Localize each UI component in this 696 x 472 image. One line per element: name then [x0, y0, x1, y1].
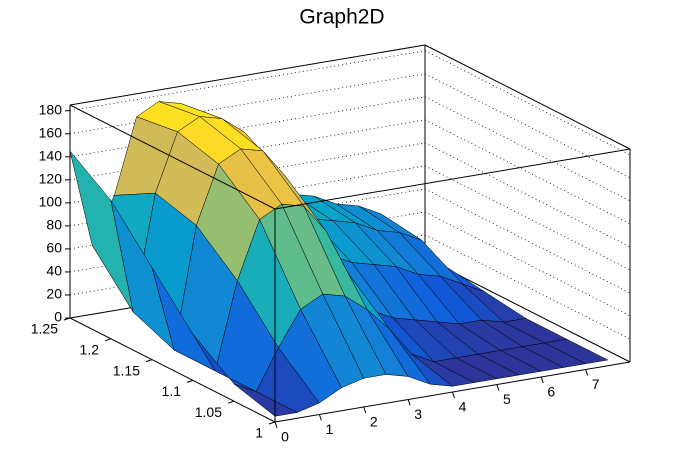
x-tick — [363, 406, 367, 414]
z-tick-label: 100 — [39, 194, 63, 210]
y-tick — [268, 421, 276, 425]
z-tick-label: 40 — [46, 263, 62, 279]
y-tick-label: 1.15 — [113, 362, 140, 378]
x-tick-label: 2 — [370, 414, 378, 430]
grid-line — [424, 119, 631, 225]
y-tick — [186, 379, 194, 383]
y-tick — [145, 359, 153, 363]
z-tick-label: 60 — [46, 240, 62, 256]
x-tick — [585, 369, 589, 376]
axis-line — [69, 317, 276, 423]
y-tick — [104, 338, 112, 342]
z-tick-label: 120 — [39, 171, 63, 187]
x-tick-label: 1 — [325, 421, 333, 437]
grid-line — [69, 50, 426, 112]
grid-line — [424, 165, 631, 271]
z-tick-label: 160 — [39, 124, 63, 140]
grid-line — [424, 73, 631, 179]
x-tick — [452, 391, 455, 399]
x-tick — [540, 376, 544, 384]
y-tick-label: 1 — [255, 425, 263, 441]
y-tick — [63, 317, 71, 321]
x-tick-label: 5 — [503, 391, 511, 407]
z-tick-label: 80 — [46, 217, 62, 233]
grid-line — [424, 50, 631, 156]
y-tick-label: 1.1 — [162, 383, 182, 399]
box-edge — [424, 44, 631, 150]
x-tick-label: 0 — [281, 429, 289, 445]
grid-line — [69, 73, 426, 135]
x-tick-label: 6 — [547, 384, 555, 400]
y-tick-label: 1.25 — [31, 321, 58, 337]
box-edge — [69, 104, 276, 210]
box-edge — [69, 44, 426, 106]
x-tick — [407, 399, 411, 406]
y-tick-label: 1.05 — [195, 404, 222, 420]
chart-title: Graph2D — [299, 6, 384, 29]
surface-patch — [233, 383, 298, 417]
y-tick-label: 1.2 — [80, 342, 100, 358]
x-tick — [318, 414, 322, 421]
z-tick-label: 20 — [46, 286, 62, 302]
x-tick-label: 7 — [592, 376, 600, 392]
x-tick-label: 3 — [414, 406, 422, 422]
y-tick — [227, 400, 235, 404]
z-tick-label: 140 — [39, 148, 63, 164]
grid-line — [424, 142, 631, 248]
x-tick — [496, 384, 500, 391]
z-tick-label: 0 — [54, 309, 62, 325]
x-tick — [274, 421, 278, 429]
x-tick-label: 4 — [459, 399, 467, 415]
box-edge — [274, 148, 631, 210]
grid-line — [424, 96, 631, 202]
z-tick-label: 180 — [39, 101, 63, 117]
